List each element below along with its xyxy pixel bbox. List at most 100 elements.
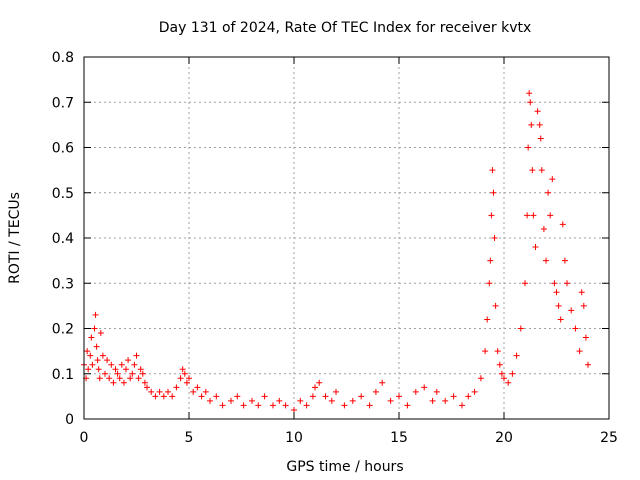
data-point [509, 370, 516, 377]
data-point [120, 379, 127, 386]
data-point [534, 108, 541, 115]
data-point [88, 334, 95, 341]
data-point [322, 393, 329, 400]
data-point [97, 330, 104, 337]
data-point [450, 393, 457, 400]
data-point [547, 212, 554, 219]
data-point [177, 375, 184, 382]
data-point [110, 379, 117, 386]
data-point [490, 189, 497, 196]
y-tick-label: 0.8 [52, 50, 74, 66]
data-point [137, 366, 144, 373]
data-point [482, 348, 489, 355]
data-point [85, 366, 92, 373]
data-point [194, 384, 201, 391]
data-point [219, 402, 226, 409]
data-point [540, 225, 547, 232]
data-point [543, 257, 549, 264]
data-point [465, 393, 472, 400]
data-point [387, 397, 394, 404]
data-point [496, 361, 503, 368]
data-point [549, 176, 556, 183]
data-point [207, 397, 213, 404]
data-point [349, 397, 356, 404]
y-tick-label: 0.3 [52, 276, 74, 292]
data-point [429, 397, 436, 404]
data-point [412, 388, 419, 395]
data-point [372, 388, 379, 395]
data-point [489, 167, 496, 174]
data-point [297, 397, 304, 404]
data-point [106, 375, 113, 382]
data-point [131, 361, 138, 368]
y-tick-label: 0 [65, 412, 74, 428]
y-tick-label: 0.1 [52, 367, 74, 383]
data-point [198, 393, 205, 400]
data-point [524, 212, 531, 219]
data-point [358, 393, 365, 400]
data-point [276, 397, 283, 404]
data-point [129, 370, 136, 377]
data-point [333, 388, 339, 395]
y-axis: 0 0.1 0.2 0.3 0.4 0.5 0.6 0.7 0.8 [52, 50, 609, 428]
data-point [526, 90, 533, 97]
data-point [494, 348, 501, 355]
x-axis: 0 5 10 15 20 25 [80, 57, 618, 446]
data-point [564, 280, 570, 287]
data-point [91, 325, 98, 332]
y-axis-title: ROTI / TECUs [7, 192, 23, 284]
data-point [568, 307, 575, 314]
data-point [125, 357, 132, 364]
data-point [255, 402, 262, 409]
data-point [92, 311, 99, 318]
data-point [532, 244, 539, 251]
x-tick-label: 5 [185, 430, 194, 446]
data-point [270, 402, 276, 409]
data-point [183, 379, 190, 386]
x-axis-title: GPS time / hours [286, 459, 403, 475]
data-point [282, 402, 289, 409]
data-point [404, 402, 411, 409]
data-point [169, 393, 176, 400]
data-point [555, 302, 562, 309]
data-point [484, 316, 491, 323]
data-point [537, 135, 544, 142]
y-tick-label: 0.2 [52, 322, 74, 338]
data-point [291, 406, 297, 413]
data-point [116, 375, 123, 382]
data-point [561, 257, 568, 264]
y-tick-label: 0.7 [52, 95, 74, 111]
x-tick-label: 10 [285, 430, 303, 446]
x-tick-label: 20 [495, 430, 513, 446]
data-point [576, 348, 583, 355]
data-point [491, 235, 498, 241]
data-point [249, 397, 255, 404]
data-point [527, 99, 534, 106]
data-point [530, 212, 537, 219]
data-point [578, 289, 585, 296]
data-point [582, 334, 589, 341]
data-point [84, 348, 91, 355]
data-point [528, 121, 535, 128]
chart-title: Day 131 of 2024, Rate Of TEC Index for r… [159, 20, 532, 36]
data-point [173, 384, 180, 391]
y-tick-label: 0.5 [52, 186, 74, 202]
data-point [585, 361, 591, 368]
grid [84, 57, 609, 419]
data-point [488, 212, 495, 219]
data-point [459, 402, 465, 409]
data-point [551, 280, 558, 287]
data-point [87, 352, 94, 359]
data-point [99, 352, 106, 359]
data-point [525, 144, 532, 151]
data-point [522, 280, 528, 287]
data-point [95, 366, 102, 373]
data-point [152, 393, 159, 400]
data-point [141, 379, 148, 386]
data-point [492, 302, 499, 309]
data-point [89, 361, 96, 368]
data-point [303, 402, 310, 409]
data-point [160, 393, 167, 400]
data-point [112, 366, 119, 373]
